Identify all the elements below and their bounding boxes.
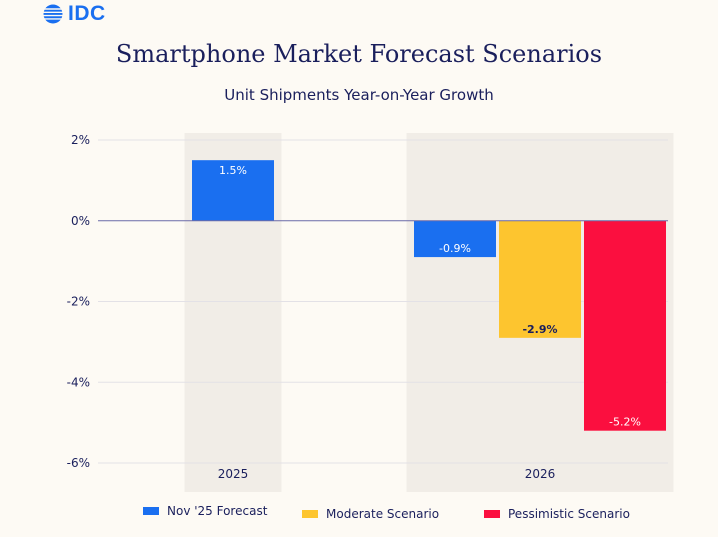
idc-logo: IDC [42,2,106,26]
data-label: -5.2% [609,416,641,429]
legend-item: Moderate Scenario [302,507,439,521]
data-label: 1.5% [219,164,247,177]
legend-swatch [143,507,159,515]
data-label: -0.9% [439,242,471,255]
legend-item: Pessimistic Scenario [484,507,630,521]
y-tick-label: 0% [71,214,90,228]
y-tick-label: -2% [67,295,90,309]
legend-label: Nov '25 Forecast [167,504,268,518]
chart-legend: Nov '25 Forecast Moderate Scenario Pessimi… [0,504,718,528]
legend-swatch [302,510,318,518]
globe-icon [43,4,63,24]
y-tick-label: -6% [67,456,90,470]
bar-pessimistic-scenario-2026 [584,220,666,431]
bar-nov-25-forecast-2026 [414,220,496,258]
y-tick-label: -4% [67,375,90,389]
x-tick-label: 2026 [525,467,556,481]
data-label: -2.9% [522,323,557,336]
bar-moderate-scenario-2026 [499,220,581,338]
bar-nov-25-forecast-2025 [192,160,274,221]
legend-swatch [484,510,500,518]
logo-text: IDC [68,2,106,25]
x-tick-label: 2025 [218,467,249,481]
chart-subtitle: Unit Shipments Year-on-Year Growth [224,86,494,104]
bar-background-band [406,133,504,492]
legend-label: Pessimistic Scenario [508,507,630,521]
legend-label: Moderate Scenario [326,507,440,521]
y-tick-label: 2% [71,133,90,147]
chart-title: Smartphone Market Forecast Scenarios [115,40,603,68]
legend-item: Nov '25 Forecast [143,504,267,518]
